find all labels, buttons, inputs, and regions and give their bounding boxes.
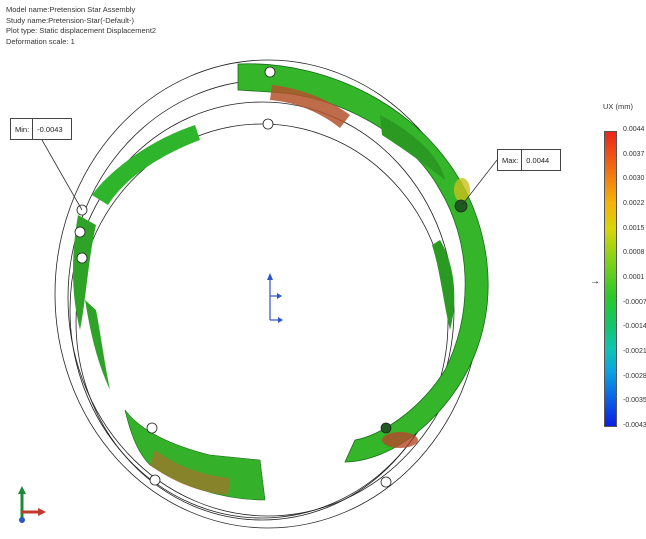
study-name-text: Study name:Pretension-Star(-Default-) — [6, 15, 134, 25]
bolt-hole — [74, 226, 86, 238]
max-callout-leader — [461, 159, 498, 206]
legend-tick-label: 0.0008 — [623, 249, 645, 257]
inner-fin-right-top — [380, 115, 445, 180]
study-info-header: Model name:Pretension Star Assembly Stud… — [6, 5, 156, 47]
hot-zone-bottom — [382, 432, 418, 448]
hot-zone-bottom-left — [150, 450, 230, 495]
legend-tick-label: -0.0007 — [623, 298, 646, 306]
inner-fin-right-mid — [432, 240, 455, 330]
bolt-hole — [146, 422, 158, 434]
hot-zone-top — [270, 85, 350, 128]
outline-ring-inner — [69, 101, 455, 519]
bolt-hole — [380, 476, 392, 488]
plot-type-text: Plot type: Static displacement Displacem… — [6, 26, 157, 35]
legend-tick-label: 0.0001 — [623, 274, 645, 281]
legend-pointer-icon: → — [590, 276, 600, 287]
deformed-ring-bottom-left — [124, 409, 266, 501]
model-name-text: Model name:Pretension Star Assembly — [6, 5, 136, 14]
bolt-hole — [264, 66, 276, 78]
inner-fin-left-a — [73, 215, 96, 330]
min-callout-leader — [41, 139, 83, 211]
center-origin-triad — [267, 273, 283, 323]
deformed-ring-right — [237, 63, 489, 463]
legend-tick-label: -0.0043 — [623, 422, 646, 429]
legend-tick-label: 0.0030 — [623, 175, 645, 183]
bolt-hole — [149, 474, 161, 486]
legend-tick-label: -0.0014 — [623, 323, 646, 331]
legend-color-bar — [604, 131, 617, 427]
bolt-hole — [76, 252, 88, 264]
deformed-ring-left — [92, 125, 200, 205]
view-orientation-triad[interactable] — [18, 486, 46, 523]
legend-tick-label: 0.0022 — [623, 200, 645, 207]
legend-tick-label: 0.0015 — [623, 224, 645, 232]
outline-ring-innermost — [75, 123, 449, 521]
bolt-hole — [262, 118, 274, 130]
legend-tick-label: 0.0037 — [623, 150, 645, 158]
bolt-head — [454, 199, 468, 213]
min-callout: Min: -0.0043 — [10, 118, 72, 140]
min-value: -0.0043 — [37, 124, 63, 134]
legend-tick-label: 0.0044 — [623, 126, 645, 133]
inner-fin-left-b — [85, 300, 110, 390]
bolt-head — [380, 422, 392, 434]
deformation-scale-text: Deformation scale: 1 — [6, 36, 75, 46]
max-value: 0.0044 — [526, 155, 550, 165]
min-label: Min: — [11, 119, 34, 139]
max-label: Max: — [498, 150, 523, 170]
legend-tick-label: -0.0035 — [623, 397, 646, 405]
legend-tick-label: -0.0028 — [623, 372, 646, 380]
legend-tick-label: -0.0021 — [623, 348, 646, 355]
legend-title: UX (mm) — [603, 102, 633, 111]
warm-zone-right — [454, 178, 470, 202]
max-callout: Max: 0.0044 — [497, 149, 561, 171]
